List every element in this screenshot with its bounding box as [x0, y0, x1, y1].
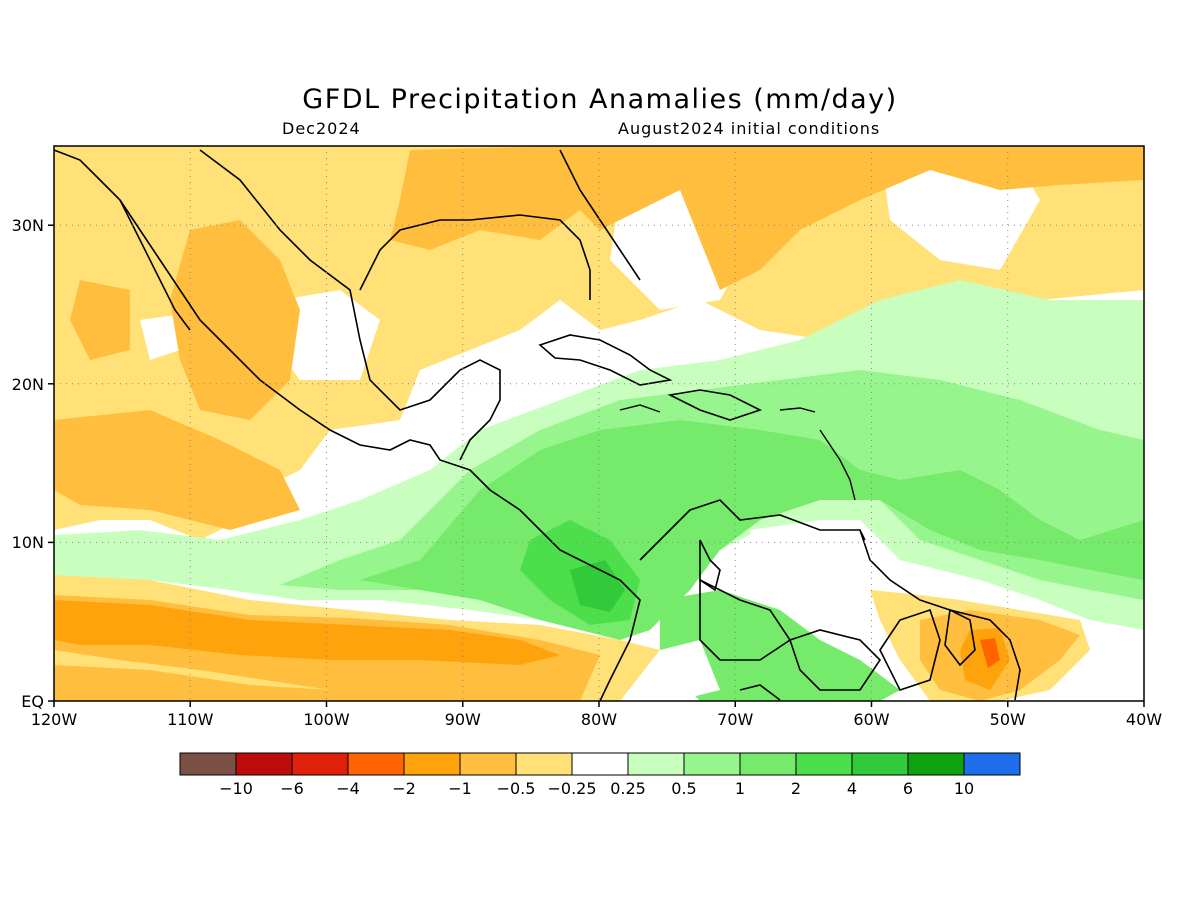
lat-label: EQ [21, 692, 44, 711]
legend-label: 0.5 [671, 779, 696, 798]
legend-swatch [515, 752, 573, 776]
neutral-gap-4 [140, 315, 180, 360]
legend-label: 10 [954, 779, 974, 798]
legend-swatch [403, 752, 461, 776]
axis-ticks [48, 224, 1145, 707]
lon-label: 120W [31, 710, 78, 729]
dry-area-light-north [54, 146, 1144, 540]
color-legend: −10 −6 −4 −2 −1 −0.5 −0.25 0.25 0.5 1 2 4 6 10 [179, 752, 1021, 798]
legend-swatch [291, 752, 349, 776]
map-panel [54, 146, 1144, 701]
legend-swatch [851, 752, 909, 776]
legend-label: −6 [280, 779, 304, 798]
legend-label: 1 [735, 779, 745, 798]
legend-swatch [907, 752, 965, 776]
legend-swatch [571, 752, 629, 776]
coastlines [54, 149, 1021, 701]
legend-label: −1 [448, 779, 472, 798]
dry-area-orange-mexico [170, 220, 300, 420]
legend-swatch [963, 752, 1021, 776]
forecast-month: Dec2024 [282, 119, 361, 138]
lon-label: 110W [167, 710, 214, 729]
initial-conditions-label: August2024 initial conditions [618, 119, 881, 138]
lon-label: 50W [990, 710, 1026, 729]
dry-area-guianas-strong [960, 628, 1010, 690]
lon-label: 90W [445, 710, 481, 729]
lon-label: 100W [303, 710, 350, 729]
legend-label: −0.25 [547, 779, 596, 798]
dry-area-orange-west [54, 410, 300, 530]
wet-area-venezuela [660, 590, 900, 701]
wet-area-peak [570, 560, 625, 612]
legend-label: −2 [392, 779, 416, 798]
dry-area-orange-northeast [560, 146, 1144, 290]
dry-area-orange-gulf [390, 146, 580, 250]
map-title: GFDL Precipitation Anamalies (mm/day) [302, 84, 898, 115]
legend-swatch [795, 752, 853, 776]
legend-swatch [179, 752, 237, 776]
lat-label: 30N [12, 216, 44, 235]
legend-label: −10 [219, 779, 253, 798]
lat-label: 10N [12, 533, 44, 552]
lon-label: 70W [717, 710, 753, 729]
dry-area-orange-baja [70, 280, 130, 360]
legend-label: 6 [903, 779, 913, 798]
dry-band-south-strong [54, 600, 560, 665]
legend-label: −4 [336, 779, 360, 798]
lon-label: 40W [1126, 710, 1162, 729]
legend-swatch [459, 752, 517, 776]
lat-label: 20N [12, 375, 44, 394]
dry-area-guianas-core [980, 638, 1000, 668]
legend-label: 2 [791, 779, 801, 798]
legend-swatch [347, 752, 405, 776]
legend-label: −0.5 [497, 779, 536, 798]
legend-swatch [627, 752, 685, 776]
latitude-labels: EQ 10N 20N 30N [12, 216, 44, 711]
legend-label: 0.25 [610, 779, 646, 798]
lon-label: 80W [581, 710, 617, 729]
lon-label: 60W [853, 710, 889, 729]
gridlines [54, 146, 1144, 701]
legend-label: 4 [847, 779, 857, 798]
longitude-labels: 120W 110W 100W 90W 80W 70W 60W 50W 40W [31, 710, 1162, 729]
legend-swatch [683, 752, 741, 776]
neutral-gap-south-2 [655, 640, 720, 700]
neutral-gap-south-america [750, 520, 870, 600]
legend-swatch [235, 752, 293, 776]
islands [619, 404, 866, 541]
legend-swatch [739, 752, 797, 776]
